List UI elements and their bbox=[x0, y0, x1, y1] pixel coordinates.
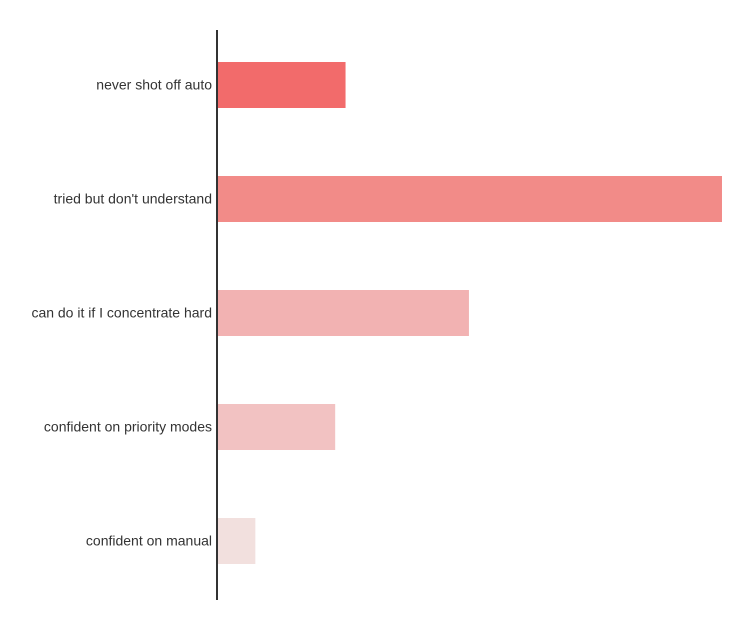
y-tick-label: confident on priority modes bbox=[43, 418, 212, 435]
bar bbox=[218, 176, 722, 222]
bar bbox=[218, 518, 256, 564]
y-tick-label: never shot off auto bbox=[96, 76, 212, 93]
bar bbox=[218, 404, 336, 450]
y-tick-label: can do it if I concentrate hard bbox=[31, 304, 212, 321]
bar bbox=[218, 62, 346, 108]
y-tick-label: tried but don't understand bbox=[53, 190, 212, 207]
y-tick-label: confident on manual bbox=[85, 532, 212, 549]
bar bbox=[218, 290, 469, 336]
